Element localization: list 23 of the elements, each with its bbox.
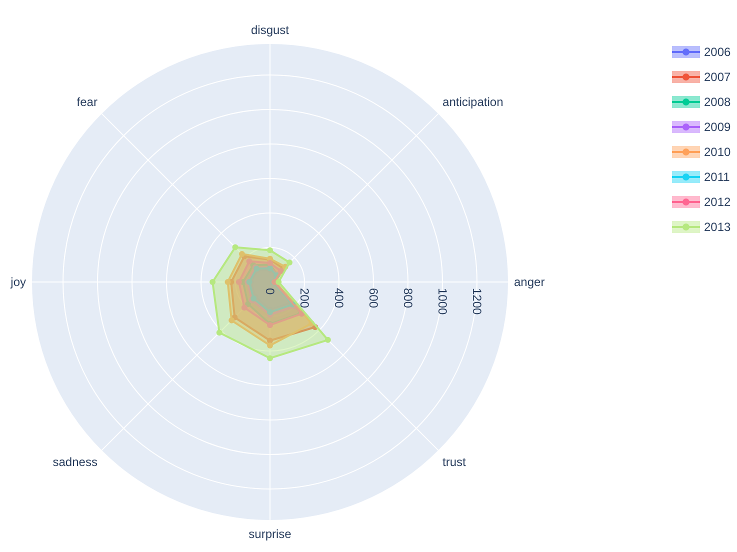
legend-label: 2012 (704, 195, 732, 209)
spoke-label: sadness (52, 454, 98, 469)
y-tick-label: 400 (332, 288, 346, 308)
y-tick-label: 0 (262, 288, 277, 295)
spoke-label: fear (76, 95, 98, 110)
y-tick-label: 1000 (435, 288, 450, 316)
legend-label: 2013 (704, 220, 732, 234)
spoke-label: anticipation (442, 95, 504, 110)
y-tick-label: 800 (400, 288, 415, 308)
y-tick-label: 200 (297, 288, 312, 308)
legend-label: 2011 (704, 170, 730, 184)
legend-label: 2009 (704, 120, 732, 134)
spoke-label: surprise (248, 527, 292, 541)
y-tick-label: 1200 (470, 288, 484, 316)
spoke-label: anger (514, 275, 545, 289)
spoke-label: joy (10, 275, 26, 289)
legend-label: 2007 (704, 70, 732, 84)
legend-label: 2010 (704, 145, 732, 159)
legend-label: 2006 (704, 45, 732, 59)
spoke-label: trust (442, 454, 467, 469)
y-tick-label: 600 (366, 288, 380, 308)
spoke-label: disgust (250, 23, 290, 37)
legend-label: 2008 (704, 95, 732, 109)
